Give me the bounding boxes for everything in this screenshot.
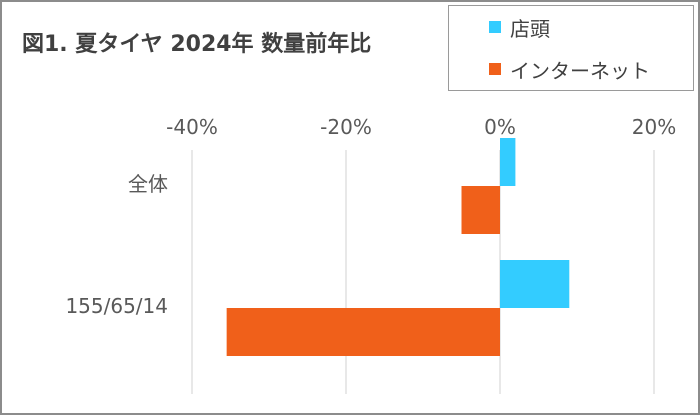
bar-series-2: [226, 308, 500, 356]
x-tick-label: 0%: [484, 115, 516, 139]
bars: [226, 138, 570, 356]
category-label: 全体: [128, 172, 168, 196]
legend-item-series-2: インターネット: [489, 54, 650, 84]
legend-label-series-2: インターネット: [510, 58, 650, 83]
category-labels: 全体 155/65/14: [65, 172, 168, 318]
chart-title: 図1. 夏タイヤ 2024年 数量前年比: [22, 32, 372, 57]
x-tick-label: -40%: [166, 115, 218, 139]
x-tick-label: 20%: [632, 115, 676, 139]
bar-series-1: [500, 138, 516, 186]
bar-series-2: [461, 186, 500, 234]
x-axis-tick-labels: -40% -20% 0% 20%: [166, 115, 676, 139]
gridlines: [191, 150, 655, 394]
legend: 店頭 インターネット: [448, 5, 694, 91]
legend-swatch-series-1: [489, 21, 501, 33]
x-tick-label: -20%: [320, 115, 372, 139]
category-label: 155/65/14: [65, 294, 168, 318]
legend-swatch-series-2: [489, 63, 501, 75]
legend-label-series-1: 店頭: [510, 16, 550, 41]
bar-series-1: [500, 260, 570, 308]
legend-item-series-1: 店頭: [489, 12, 550, 42]
